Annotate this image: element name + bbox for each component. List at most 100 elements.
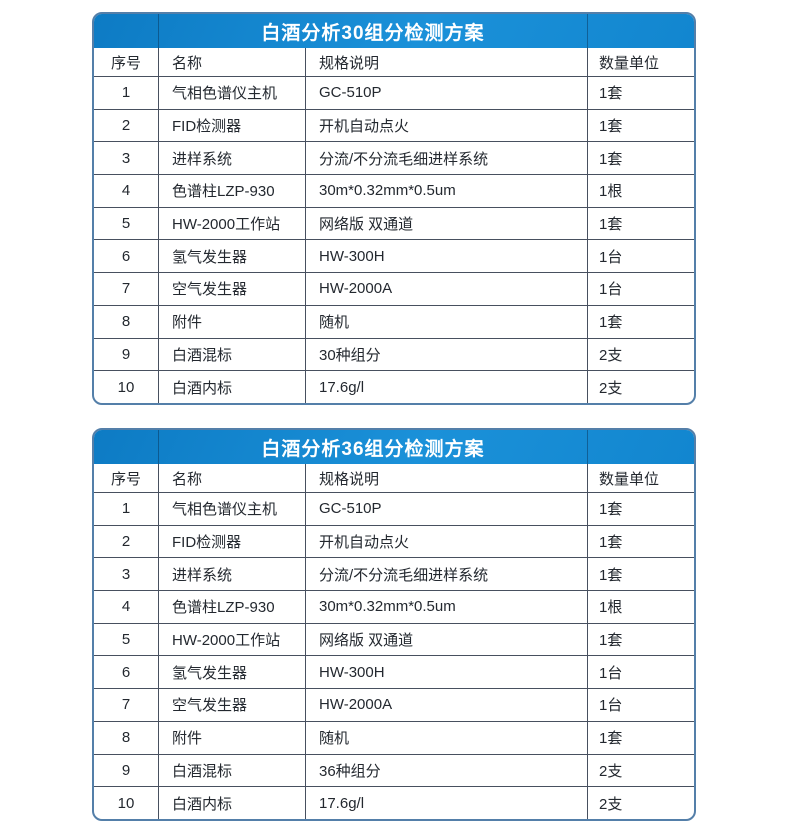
item-qty: 2支 bbox=[599, 346, 623, 364]
table-row: 1 气相色谱仪主机 GC-510P 1套 bbox=[94, 492, 694, 525]
item-qty: 1台 bbox=[599, 248, 623, 266]
item-name: HW-2000工作站 bbox=[159, 623, 306, 656]
row-index: 1 bbox=[94, 493, 159, 525]
item-spec: 17.6g/l bbox=[306, 787, 588, 819]
title-bar-center-segment: 白酒分析30组分检测方案 bbox=[159, 14, 588, 48]
table-row: 7 空气发生器 HW-2000A 1台 bbox=[94, 688, 694, 721]
item-name: 色谱柱LZP-930 bbox=[159, 175, 306, 207]
item-spec: 30种组分 bbox=[306, 338, 588, 371]
item-name: 白酒混标 bbox=[159, 338, 306, 371]
table-row: 9 白酒混标 36种组分 2支 bbox=[94, 753, 694, 787]
table-row: 6 氢气发生器 HW-300H 1台 bbox=[94, 239, 694, 273]
table-row: 5 HW-2000工作站 网络版 双通道 1套 bbox=[94, 206, 694, 240]
row-index: 2 bbox=[94, 525, 159, 558]
row-index: 9 bbox=[94, 754, 159, 787]
row-index: 10 bbox=[94, 787, 159, 819]
table-row: 9 白酒混标 30种组分 2支 bbox=[94, 337, 694, 371]
table-body: 1 气相色谱仪主机 GC-510P 1套 2 FID检测器 开机自动点火 1套 3 进样系统 分流/… bbox=[94, 76, 694, 403]
table-row: 3 进样系统 分流/不分流毛细进样系统 1套 bbox=[94, 557, 694, 591]
row-index: 9 bbox=[94, 338, 159, 371]
row-index: 8 bbox=[94, 305, 159, 338]
table-body: 1 气相色谱仪主机 GC-510P 1套 2 FID检测器 开机自动点火 1套 3 进样系统 分流/… bbox=[94, 492, 694, 819]
item-qty: 1套 bbox=[599, 534, 623, 552]
item-spec: 分流/不分流毛细进样系统 bbox=[306, 558, 588, 591]
item-qty: 1套 bbox=[599, 501, 623, 519]
item-qty: 2支 bbox=[599, 762, 623, 780]
item-name: 进样系统 bbox=[159, 558, 306, 591]
item-qty: 1台 bbox=[599, 697, 623, 715]
column-header-index: 序号 bbox=[94, 464, 159, 492]
column-header-qty: 数量单位 bbox=[599, 470, 660, 488]
table-row: 4 色谱柱LZP-930 30m*0.32mm*0.5um 1根 bbox=[94, 590, 694, 623]
item-name: 附件 bbox=[159, 305, 306, 338]
item-name: HW-2000工作站 bbox=[159, 207, 306, 240]
item-spec: HW-2000A bbox=[306, 689, 588, 721]
item-spec: 开机自动点火 bbox=[306, 525, 588, 558]
item-qty: 1套 bbox=[599, 216, 623, 234]
item-spec: GC-510P bbox=[306, 493, 588, 525]
row-index: 6 bbox=[94, 240, 159, 273]
column-header-index: 序号 bbox=[94, 48, 159, 76]
item-qty: 1套 bbox=[599, 150, 623, 168]
row-index: 5 bbox=[94, 207, 159, 240]
item-name: 白酒内标 bbox=[159, 371, 306, 403]
table-row: 4 色谱柱LZP-930 30m*0.32mm*0.5um 1根 bbox=[94, 174, 694, 207]
row-index: 3 bbox=[94, 142, 159, 175]
item-qty: 1台 bbox=[599, 281, 623, 299]
table-title: 白酒分析36组分检测方案 bbox=[261, 438, 485, 460]
plan-table-30: 白酒分析30组分检测方案 序号 名称 规格说明 数量单位 1 气相色谱仪主机 GC-… bbox=[92, 12, 696, 405]
column-header-spec: 规格说明 bbox=[306, 464, 588, 492]
item-name: FID检测器 bbox=[159, 109, 306, 142]
item-qty: 1套 bbox=[599, 730, 623, 748]
row-index: 3 bbox=[94, 558, 159, 591]
item-spec: 网络版 双通道 bbox=[306, 623, 588, 656]
table-title-bar: 白酒分析30组分检测方案 bbox=[94, 14, 694, 48]
item-qty: 1根 bbox=[599, 183, 623, 201]
item-qty: 1套 bbox=[599, 566, 623, 584]
item-spec: 随机 bbox=[306, 721, 588, 754]
item-qty: 1台 bbox=[599, 664, 623, 682]
item-qty: 1根 bbox=[599, 599, 623, 617]
row-index: 7 bbox=[94, 273, 159, 305]
table-title: 白酒分析30组分检测方案 bbox=[261, 22, 485, 44]
item-spec: GC-510P bbox=[306, 77, 588, 109]
item-qty: 1套 bbox=[599, 632, 623, 650]
table-row: 6 氢气发生器 HW-300H 1台 bbox=[94, 655, 694, 689]
item-qty: 2支 bbox=[599, 379, 623, 397]
item-name: 空气发生器 bbox=[159, 273, 306, 305]
table-row: 2 FID检测器 开机自动点火 1套 bbox=[94, 108, 694, 142]
item-name: 色谱柱LZP-930 bbox=[159, 591, 306, 623]
item-name: 氢气发生器 bbox=[159, 656, 306, 689]
item-spec: HW-300H bbox=[306, 240, 588, 273]
row-index: 4 bbox=[94, 591, 159, 623]
table-row: 10 白酒内标 17.6g/l 2支 bbox=[94, 370, 694, 403]
row-index: 7 bbox=[94, 689, 159, 721]
row-index: 2 bbox=[94, 109, 159, 142]
table-row: 1 气相色谱仪主机 GC-510P 1套 bbox=[94, 76, 694, 109]
item-qty: 1套 bbox=[599, 85, 623, 103]
item-name: 白酒混标 bbox=[159, 754, 306, 787]
item-name: 白酒内标 bbox=[159, 787, 306, 819]
item-name: 进样系统 bbox=[159, 142, 306, 175]
item-name: 附件 bbox=[159, 721, 306, 754]
item-spec: 17.6g/l bbox=[306, 371, 588, 403]
table-row: 3 进样系统 分流/不分流毛细进样系统 1套 bbox=[94, 141, 694, 175]
column-header-spec: 规格说明 bbox=[306, 48, 588, 76]
item-spec: 30m*0.32mm*0.5um bbox=[306, 175, 588, 207]
table-row: 7 空气发生器 HW-2000A 1台 bbox=[94, 272, 694, 305]
item-spec: 网络版 双通道 bbox=[306, 207, 588, 240]
item-spec: 36种组分 bbox=[306, 754, 588, 787]
item-spec: 30m*0.32mm*0.5um bbox=[306, 591, 588, 623]
column-header-row: 序号 名称 规格说明 数量单位 bbox=[94, 464, 694, 492]
item-name: 空气发生器 bbox=[159, 689, 306, 721]
title-bar-center-segment: 白酒分析36组分检测方案 bbox=[159, 430, 588, 464]
item-qty: 1套 bbox=[599, 314, 623, 332]
item-name: 气相色谱仪主机 bbox=[159, 77, 306, 109]
title-bar-right-segment bbox=[588, 430, 694, 464]
table-row: 10 白酒内标 17.6g/l 2支 bbox=[94, 786, 694, 819]
table-title-bar: 白酒分析36组分检测方案 bbox=[94, 430, 694, 464]
column-header-name: 名称 bbox=[159, 464, 306, 492]
table-row: 8 附件 随机 1套 bbox=[94, 304, 694, 338]
item-spec: 随机 bbox=[306, 305, 588, 338]
title-bar-right-segment bbox=[588, 14, 694, 48]
